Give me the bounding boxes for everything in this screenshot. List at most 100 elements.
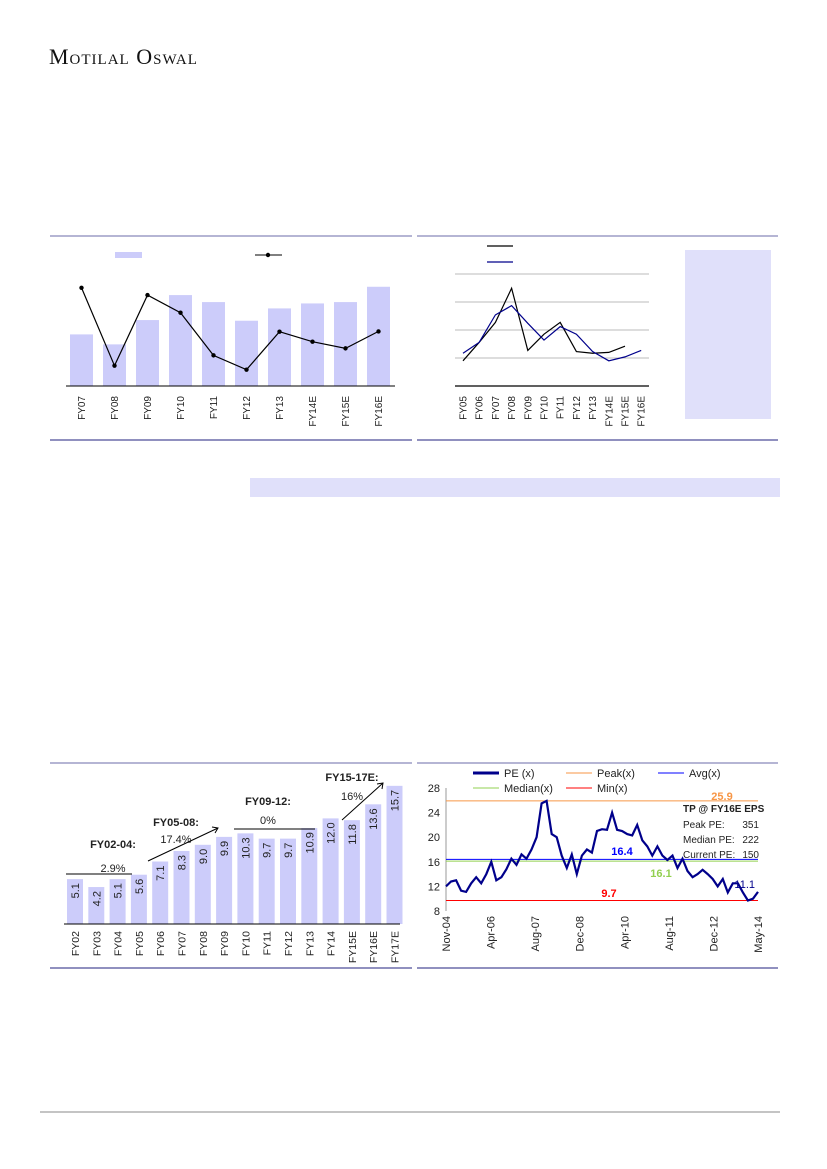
bar — [268, 308, 291, 386]
x-tick-label: FY05 — [134, 931, 146, 956]
tp-row-label: Peak PE: — [683, 820, 725, 831]
bar-value-label: 12.0 — [326, 822, 338, 843]
line-marker — [277, 329, 282, 334]
legend-label: Median(x) — [504, 783, 553, 795]
y-tick-label: 12 — [428, 881, 440, 893]
series-line — [462, 286, 626, 362]
line-marker — [376, 329, 381, 334]
bar — [136, 320, 159, 386]
x-tick-label: FY15E — [347, 931, 359, 963]
bar — [202, 302, 225, 386]
growth-arrow — [341, 782, 384, 821]
growth-period-label: FY02-04: — [90, 839, 136, 851]
line-marker — [112, 363, 117, 368]
bar — [173, 850, 190, 924]
side-note-box — [685, 250, 771, 419]
x-tick-label: FY07 — [177, 931, 189, 956]
bar-value-label: 13.6 — [368, 808, 380, 829]
x-tick-label: FY06 — [155, 931, 167, 956]
bar — [216, 836, 233, 924]
bar-value-label: 5.1 — [113, 883, 125, 898]
x-tick-label: FY16E — [368, 931, 380, 963]
brand-logo: Motilal Oswal — [49, 44, 198, 69]
x-tick-label: Aug-11 — [664, 916, 676, 951]
tp-row-value: 351 — [742, 820, 759, 831]
line-marker — [244, 367, 249, 372]
bar-value-label: 9.0 — [198, 849, 210, 864]
bar — [258, 838, 275, 924]
x-tick-label: FY06 — [475, 396, 486, 420]
x-tick-label: FY09 — [143, 396, 154, 420]
tp-row-value: 150 — [742, 850, 759, 861]
x-tick-label: Apr-10 — [619, 916, 631, 949]
line-marker — [79, 285, 84, 290]
x-tick-label: FY14E — [604, 396, 615, 427]
bar-value-label: 7.1 — [155, 866, 167, 881]
x-tick-label: FY08 — [198, 931, 210, 956]
line-marker — [145, 292, 150, 298]
x-tick-label: FY03 — [91, 931, 103, 956]
x-tick-label: FY12 — [572, 396, 583, 420]
x-tick-label: FY07 — [77, 396, 88, 420]
line-marker — [178, 310, 183, 315]
bar-value-label: 9.9 — [219, 841, 231, 856]
bar — [365, 804, 382, 924]
growth-rate-label: 16% — [341, 791, 363, 803]
growth-arrow — [147, 826, 219, 862]
legend-label: Min(x) — [597, 783, 628, 795]
x-tick-label: FY16E — [637, 396, 648, 427]
bar — [194, 844, 211, 924]
bar — [152, 861, 169, 924]
bar — [88, 887, 105, 924]
bar — [334, 302, 357, 386]
line-marker — [310, 339, 315, 344]
x-tick-label: FY05 — [459, 396, 470, 420]
growth-rate-label: 2.9% — [100, 863, 125, 875]
bar-value-label: 11.8 — [347, 824, 359, 845]
bar-value-label: 9.7 — [262, 843, 274, 858]
line-marker — [211, 353, 216, 358]
legend-label: Peak(x) — [597, 768, 635, 780]
current-value-label: 11.1 — [734, 879, 755, 891]
bar-value-label: 10.3 — [240, 837, 252, 858]
x-tick-label: FY10 — [540, 396, 551, 420]
x-tick-label: FY13 — [304, 931, 316, 956]
bar-value-label: 8.3 — [177, 855, 189, 870]
x-tick-label: FY11 — [262, 931, 274, 955]
x-tick-label: FY08 — [507, 396, 518, 420]
x-tick-label: FY10 — [240, 931, 252, 956]
line-marker — [343, 346, 348, 351]
bar — [169, 295, 192, 386]
x-tick-label: Apr-06 — [486, 916, 498, 949]
y-tick-label: 20 — [428, 832, 440, 844]
bar-value-label: 4.2 — [91, 891, 103, 906]
bar — [109, 879, 126, 924]
x-tick-label: FY13 — [275, 396, 286, 420]
growth-period-label: FY09-12: — [245, 796, 291, 808]
series-line — [462, 304, 642, 362]
bar-value-label: 5.6 — [134, 879, 146, 894]
x-tick-label: FY10 — [176, 396, 187, 420]
bar-value-label: 10.9 — [304, 832, 316, 853]
x-tick-label: FY11 — [556, 396, 567, 420]
x-tick-label: May-14 — [753, 916, 765, 953]
bar-value-label: 9.7 — [283, 843, 295, 858]
bar — [343, 820, 360, 924]
x-tick-label: FY07 — [491, 396, 502, 420]
legend-label: PE (x) — [504, 768, 535, 780]
avg-value-label: 16.4 — [611, 846, 633, 858]
x-tick-label: FY12 — [283, 931, 295, 956]
legend-marker — [265, 252, 271, 258]
y-tick-label: 28 — [428, 783, 440, 795]
bar — [367, 286, 390, 386]
growth-period-label: FY05-08: — [153, 817, 199, 829]
bar — [130, 874, 147, 924]
tp-row-label: Current PE: — [683, 850, 735, 861]
section-band — [250, 478, 780, 497]
x-tick-label: Nov-04 — [441, 916, 453, 951]
tp-row-label: Median PE: — [683, 835, 735, 846]
bar — [280, 838, 296, 924]
x-tick-label: FY04 — [113, 931, 125, 956]
